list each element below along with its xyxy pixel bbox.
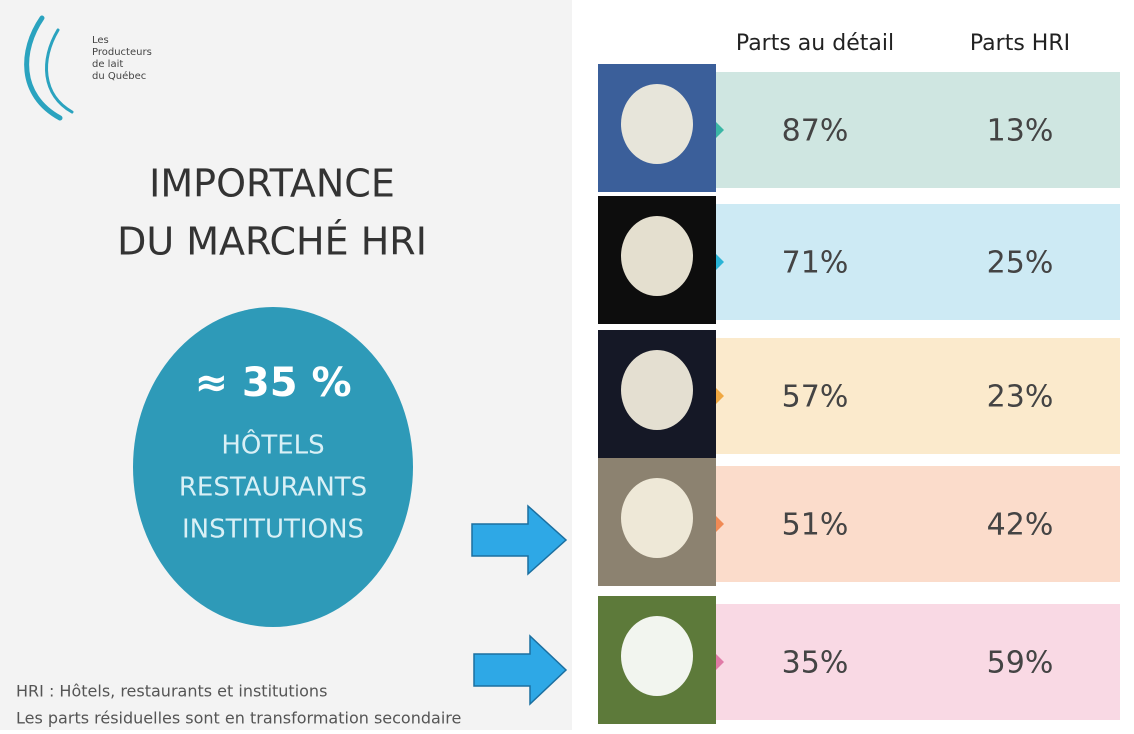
- cell-value: 87%: [782, 114, 849, 149]
- cell-value: 42%: [987, 508, 1054, 543]
- logo-text: Les: [92, 35, 109, 46]
- cell-value: 23%: [987, 380, 1054, 415]
- title: IMPORTANCE: [149, 162, 395, 206]
- cell-value: 59%: [987, 646, 1054, 681]
- infographic: LesProducteursde laitdu Québec IMPORTANCE…: [0, 0, 1134, 730]
- logo-text: Producteurs: [92, 47, 152, 58]
- row-band: [716, 204, 1120, 320]
- page: LesProducteursde laitdu Québec IMPORTANCE…: [0, 0, 1134, 730]
- product: [621, 616, 693, 696]
- circle: [133, 307, 413, 627]
- product: [621, 84, 693, 164]
- circle-label: RESTAURANTS: [179, 473, 367, 503]
- cell-value: 71%: [782, 246, 849, 281]
- footnote: Les parts résiduelles sont en transforma…: [16, 709, 461, 728]
- product: [621, 216, 693, 296]
- title: DU MARCHÉ HRI: [117, 220, 427, 264]
- row-band: [716, 604, 1120, 720]
- column-header: Parts au détail: [736, 31, 894, 56]
- row-band: [716, 466, 1120, 582]
- row-band: [716, 72, 1120, 188]
- circle-value: ≈ 35 %: [194, 360, 351, 406]
- logo-text: du Québec: [92, 70, 146, 82]
- cell-value: 13%: [987, 114, 1054, 149]
- footnote: HRI : Hôtels, restaurants et institution…: [16, 682, 327, 701]
- product: [621, 350, 693, 430]
- product: [621, 478, 693, 558]
- logo-text: de lait: [92, 59, 123, 70]
- circle-label: HÔTELS: [221, 429, 324, 461]
- cell-value: 51%: [782, 508, 849, 543]
- circle-label: INSTITUTIONS: [182, 515, 364, 545]
- column-header: Parts HRI: [970, 31, 1070, 56]
- row-band: [716, 338, 1120, 454]
- cell-value: 25%: [987, 246, 1054, 281]
- cell-value: 57%: [782, 380, 849, 415]
- cell-value: 35%: [782, 646, 849, 681]
